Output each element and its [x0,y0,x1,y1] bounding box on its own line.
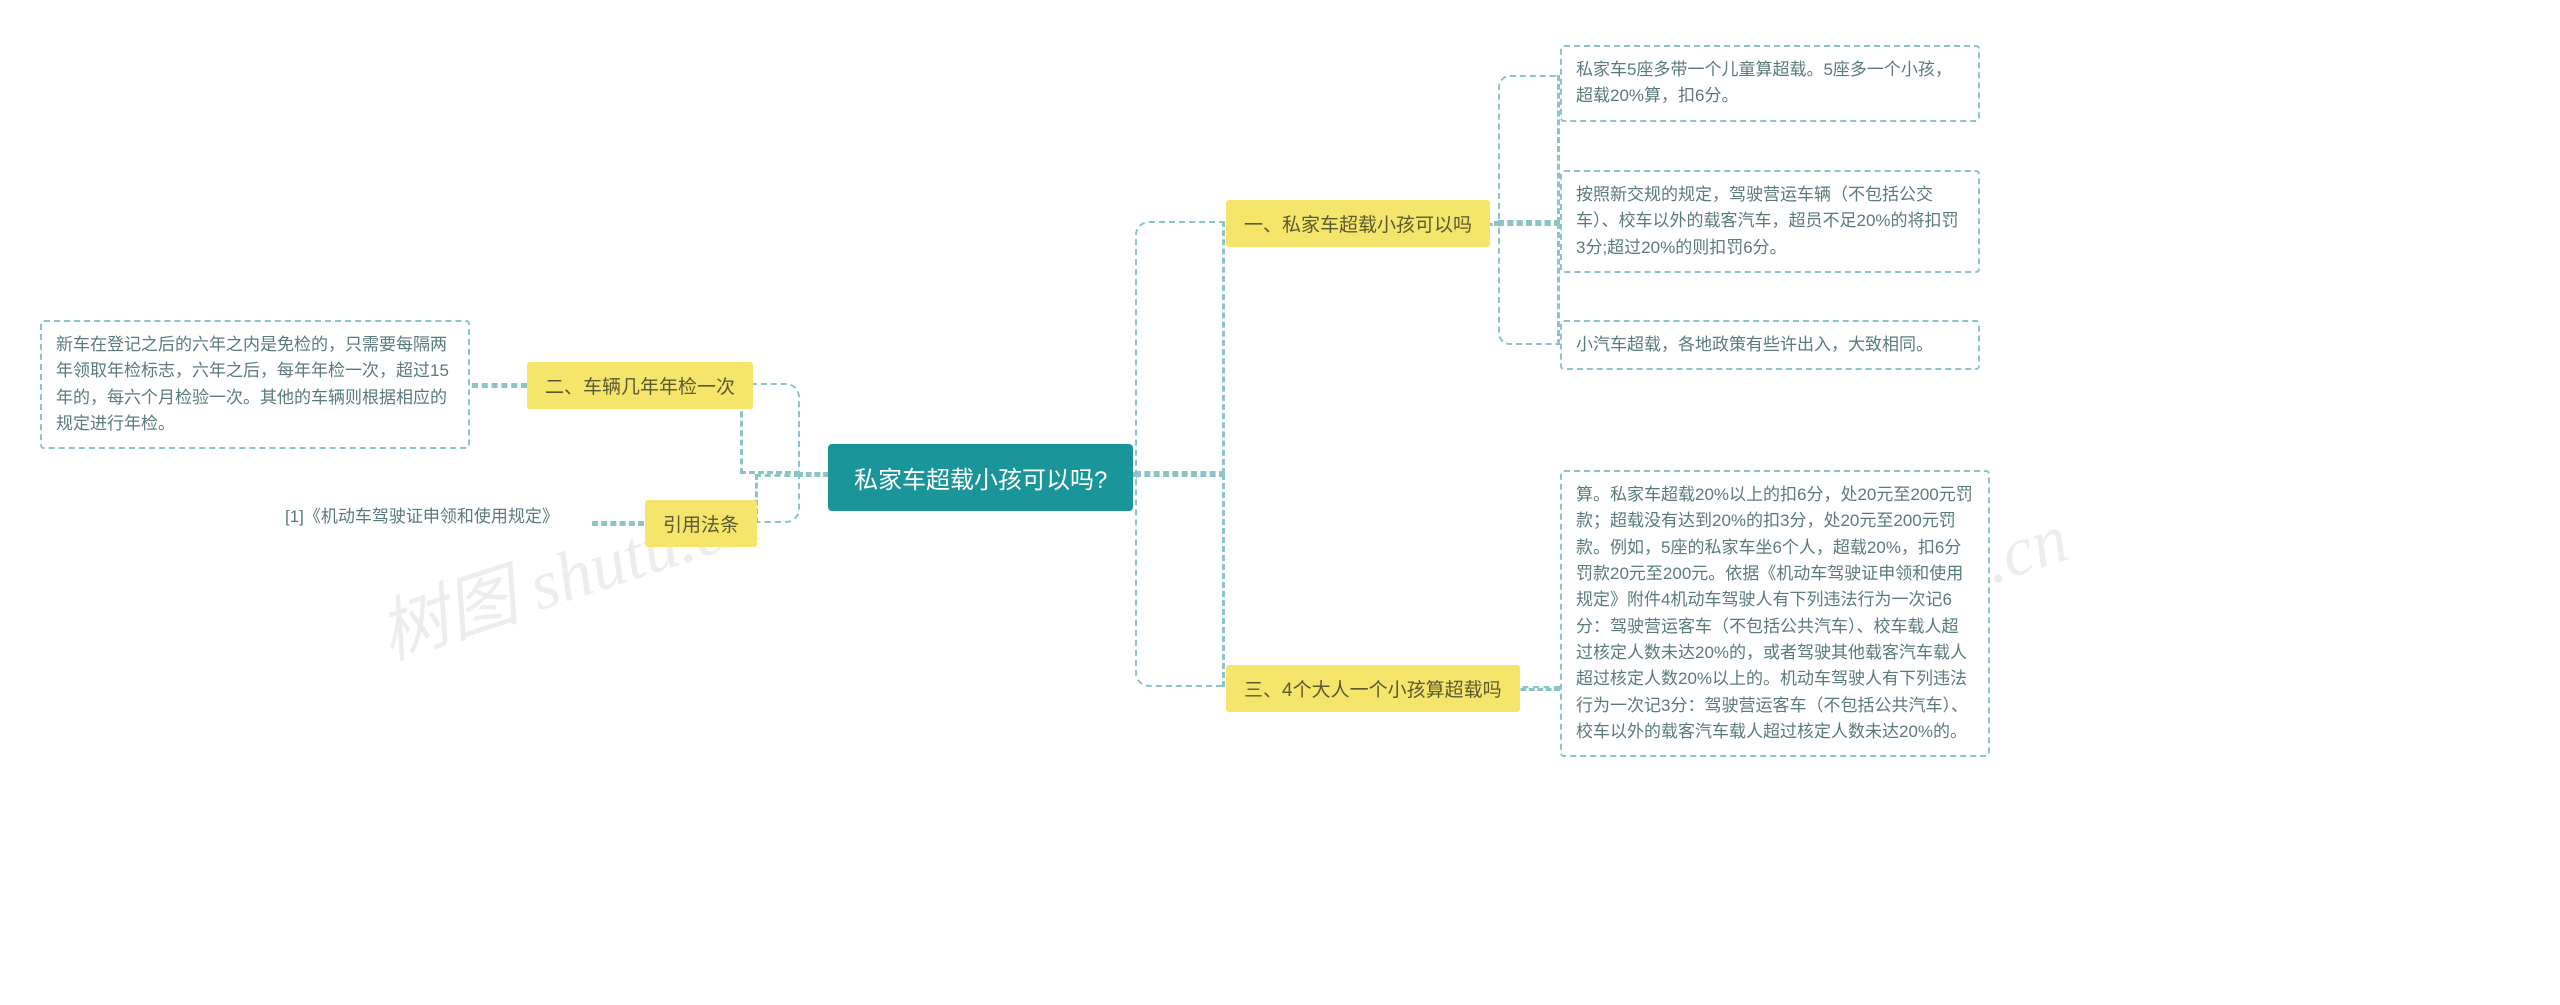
conn-b1-l3 [1498,223,1560,345]
watermark-1: 树图 shutu.cn [364,462,769,679]
root-node: 私家车超载小孩可以吗? [828,444,1133,511]
leaf-b1-1: 私家车5座多带一个儿童算超载。5座多一个小孩，超载20%算，扣6分。 [1560,45,1980,122]
conn-root-bref [755,474,800,523]
conn-bref-l1 [592,521,644,526]
conn-b1-l1 [1498,75,1560,223]
conn-b2-l1 [472,383,527,388]
branch-1: 一、私家车超载小孩可以吗 [1226,200,1490,247]
leaf-bref-1: [1]《机动车驾驶证申领和使用规定》 [285,502,559,527]
conn-root-b3 [1135,474,1225,687]
leaf-b2-1: 新车在登记之后的六年之内是免检的，只需要每隔两年领取年检标志，六年之后，每年年检… [40,320,470,449]
conn-root-b1 [1135,221,1225,474]
branch-ref: 引用法条 [645,500,757,547]
branch-2: 二、车辆几年年检一次 [527,362,753,409]
conn-root-stub-l [797,472,829,477]
leaf-b3-1: 算。私家车超载20%以上的扣6分，处20元至200元罚款；超载没有达到20%的扣… [1560,470,1990,757]
leaf-b1-3: 小汽车超载，各地政策有些许出入，大致相同。 [1560,320,1980,370]
branch-3: 三、4个大人一个小孩算超载吗 [1226,665,1520,712]
leaf-b1-2: 按照新交规的规定，驾驶营运车辆（不包括公交车）、校车以外的载客汽车，超员不足20… [1560,170,1980,273]
